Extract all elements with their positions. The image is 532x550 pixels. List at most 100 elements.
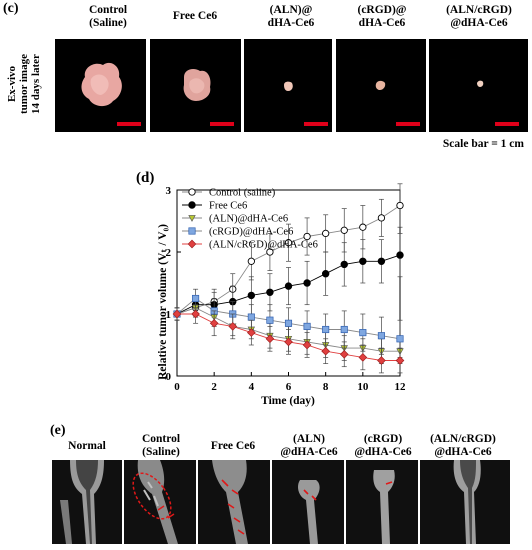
- data-point: [265, 334, 275, 344]
- panel-c-side-label: Ex-vivo tumor image 14 days later: [6, 44, 46, 124]
- bone-shape: [132, 460, 178, 544]
- data-point: [209, 318, 219, 328]
- data-point: [302, 340, 312, 350]
- tumor-image-free-ce6: [150, 39, 241, 132]
- ct-image-control: [124, 460, 196, 544]
- ct-image-normal: [52, 460, 122, 544]
- ct-header-line1: (cRGD): [363, 433, 403, 445]
- panel-e-col-header: (cRGD) @dHA-Ce6: [345, 433, 421, 459]
- side-label-line: 14 days later: [30, 54, 42, 114]
- x-tick-label: 0: [174, 381, 180, 393]
- col-header-line2: dHA-Ce6: [358, 17, 406, 29]
- scale-bar: [304, 122, 328, 126]
- data-point: [284, 239, 293, 247]
- ct-image-crgd: [346, 460, 418, 544]
- y-tick-label: 3: [166, 185, 172, 197]
- data-point: [303, 232, 311, 241]
- data-point: [359, 257, 367, 266]
- col-header-line2: @dHA-Ce6: [450, 17, 508, 29]
- tumor-shape: [284, 81, 293, 91]
- data-point: [247, 313, 255, 321]
- legend-marker: [187, 239, 197, 249]
- x-tick-label: 10: [357, 381, 369, 393]
- data-point: [284, 337, 293, 347]
- bone-shape: [453, 460, 481, 544]
- data-point: [266, 288, 274, 297]
- bone-shape: [373, 470, 395, 544]
- legend-marker: [188, 201, 196, 209]
- x-axis-label: Time (day): [261, 395, 315, 407]
- data-point: [340, 260, 348, 269]
- data-point: [396, 335, 404, 343]
- tumor-shape: [81, 62, 122, 107]
- ct-image-aln: [272, 460, 344, 544]
- legend-entry: (ALN)@dHA-Ce6: [182, 214, 288, 225]
- scale-bar-caption: Scale bar = 1 cm: [442, 138, 524, 150]
- x-tick-label: 12: [395, 381, 407, 393]
- scale-bar: [495, 122, 519, 126]
- data-point: [266, 248, 274, 256]
- data-point: [228, 322, 238, 331]
- legend-marker: [188, 227, 196, 235]
- ct-header-line1: Control: [141, 433, 181, 445]
- panel-d-label: (d): [136, 170, 155, 186]
- panel-e-col-header: Control (Saline): [124, 433, 198, 459]
- tumor-shape: [183, 69, 211, 101]
- data-point: [266, 316, 274, 324]
- panel-c-label: (c): [3, 1, 19, 16]
- x-tick-label: 8: [323, 381, 329, 393]
- data-point: [359, 329, 367, 337]
- data-point: [303, 279, 311, 287]
- bone-shape: [298, 480, 320, 544]
- scale-bar: [117, 122, 141, 126]
- ct-header-line1: Normal: [68, 440, 106, 452]
- data-point: [191, 309, 200, 319]
- data-point: [359, 223, 367, 231]
- col-header-line2: (Saline): [89, 17, 127, 29]
- data-point: [246, 328, 256, 337]
- panel-c-col-header: Free Ce6: [150, 10, 240, 23]
- legend-marker: [188, 215, 196, 222]
- scale-bar: [210, 122, 234, 126]
- tumor-image-crgd: [336, 39, 426, 132]
- ct-header-line2: @dHA-Ce6: [434, 446, 492, 458]
- data-point: [340, 325, 348, 334]
- y-tick-label: 2: [166, 247, 172, 259]
- y-tick-label: 0: [166, 371, 172, 383]
- legend-label: (ALN)@dHA-Ce6: [209, 214, 288, 225]
- data-point: [340, 226, 348, 234]
- data-point: [377, 332, 385, 340]
- panel-e-col-header: (ALN) @dHA-Ce6: [272, 433, 346, 459]
- ct-header-line1: Free Ce6: [210, 440, 256, 452]
- data-point: [303, 322, 311, 330]
- x-tick-label: 4: [249, 381, 255, 393]
- ct-header-line2: @dHA-Ce6: [354, 446, 412, 458]
- data-point: [395, 356, 405, 365]
- col-header-line2: dHA-Ce6: [267, 17, 315, 29]
- col-header-line1: Free Ce6: [172, 10, 218, 22]
- col-header-line1: (ALN/cRGD): [446, 4, 512, 16]
- legend-marker: [188, 188, 196, 196]
- legend-label: (ALN/cRGD)@dHA-Ce6: [209, 240, 318, 251]
- side-label-line: Ex-vivo: [6, 65, 18, 103]
- data-point: [377, 214, 386, 222]
- bone-shape: [212, 460, 248, 544]
- legend-entry: (cRGD)@dHA-Ce6: [182, 227, 293, 238]
- ct-image-free-ce6: [198, 460, 270, 544]
- panel-c-col-header: (ALN/cRGD) @dHA-Ce6: [428, 4, 530, 30]
- data-point: [247, 257, 255, 265]
- data-point: [284, 282, 293, 290]
- data-point: [321, 346, 331, 356]
- ct-image-aln-crgd: [420, 460, 510, 544]
- legend-label: Control (saline): [209, 188, 276, 199]
- panel-c-col-header: (ALN)@ dHA-Ce6: [246, 4, 336, 30]
- data-point: [396, 251, 404, 259]
- x-tick-label: 6: [286, 381, 292, 393]
- tumor-shape: [375, 80, 386, 90]
- panel-e-label: (e): [50, 423, 66, 438]
- ct-header-line1: (ALN/cRGD): [430, 433, 496, 445]
- y-tick-label: 1: [166, 309, 172, 321]
- y-axis-label: Relative tumor volume (Vₜ / V₀): [157, 224, 169, 380]
